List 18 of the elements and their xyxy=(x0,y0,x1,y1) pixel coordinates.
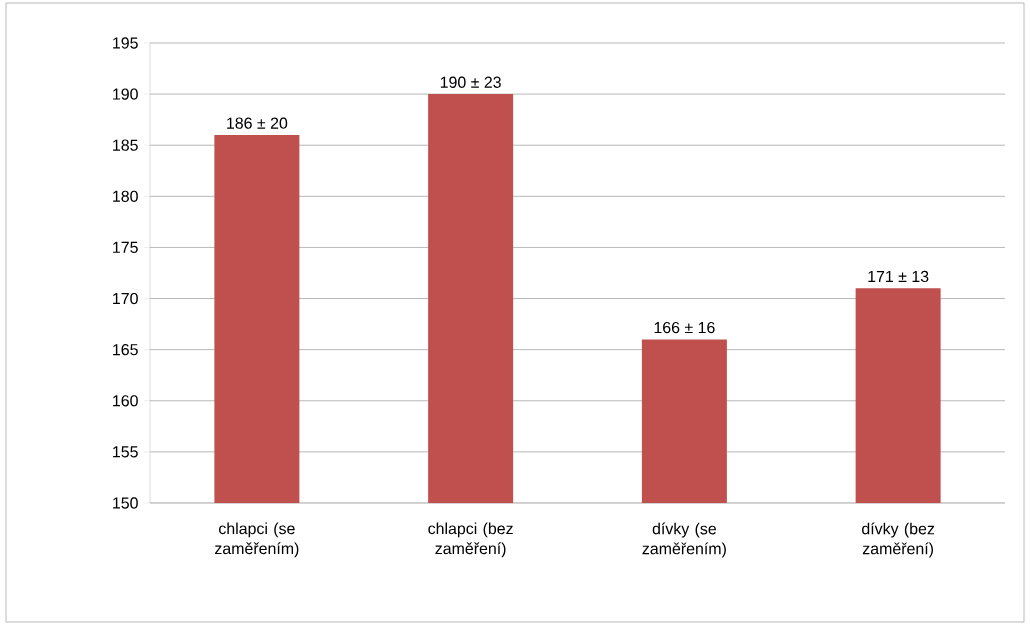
y-tick-label: 190 xyxy=(113,88,138,100)
y-tick-label: 150 xyxy=(113,497,138,509)
y-tick-label: 195 xyxy=(113,37,138,49)
y-tick-label: 185 xyxy=(113,139,138,151)
data-label: 166 ± 16 xyxy=(654,321,715,334)
y-tick-label: 170 xyxy=(113,292,138,305)
y-tick-label: 155 xyxy=(113,446,138,458)
data-label: 171 ± 13 xyxy=(868,270,929,283)
y-tick-label: 165 xyxy=(113,344,138,356)
y-tick-label: 180 xyxy=(113,190,138,202)
data-label: 190 ± 23 xyxy=(440,76,501,88)
x-tick-label: chlapci (bez zaměření) xyxy=(428,522,513,558)
x-tick-label: chlapci (se zaměřením) xyxy=(215,522,299,558)
y-tick-label: 160 xyxy=(113,395,138,407)
x-tick-label: dívky (bez zaměření) xyxy=(862,522,935,558)
y-tick-label: 175 xyxy=(113,241,138,253)
data-label: 186 ± 20 xyxy=(227,117,288,129)
x-tick-label: dívky (se zaměřením) xyxy=(642,522,726,558)
